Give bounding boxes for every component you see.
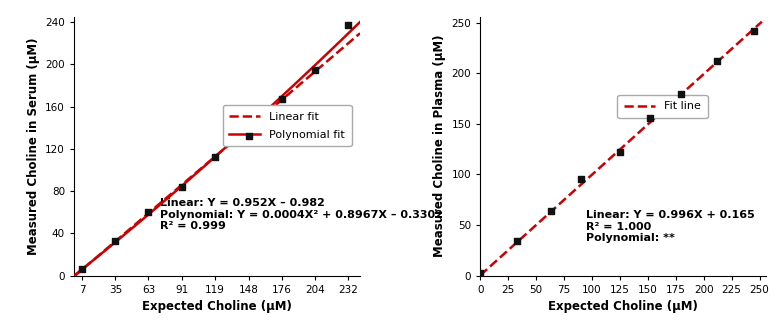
Fit line bbox=[757, 20, 766, 24]
Polynomial fit bbox=[69, 274, 79, 278]
Linear fit bbox=[349, 37, 358, 41]
Point bbox=[243, 133, 255, 139]
Linear fit bbox=[207, 158, 216, 162]
Linear fit bbox=[69, 275, 79, 279]
Point bbox=[76, 266, 89, 272]
Point bbox=[711, 58, 724, 64]
Point bbox=[748, 28, 760, 34]
Line: Polynomial fit: Polynomial fit bbox=[74, 22, 360, 276]
X-axis label: Expected Choline (μM): Expected Choline (μM) bbox=[548, 300, 698, 313]
Linear fit bbox=[356, 31, 365, 35]
Linear fit bbox=[224, 143, 233, 147]
Point bbox=[209, 155, 221, 160]
Line: Fit line: Fit line bbox=[480, 22, 762, 276]
Legend: Linear fit, Polynomial fit: Linear fit, Polynomial fit bbox=[223, 105, 352, 146]
Linear fit bbox=[303, 75, 313, 79]
Polynomial fit bbox=[356, 20, 365, 24]
X-axis label: Expected Choline (μM): Expected Choline (μM) bbox=[142, 300, 292, 313]
Point bbox=[545, 208, 557, 214]
Polynomial fit bbox=[207, 158, 216, 162]
Text: Linear: Y = 0.996X + 0.165
R² = 1.000
Polynomial: **: Linear: Y = 0.996X + 0.165 R² = 1.000 Po… bbox=[587, 210, 755, 243]
Linear fit bbox=[205, 159, 215, 163]
Fit line bbox=[643, 122, 653, 126]
Line: Linear fit: Linear fit bbox=[74, 33, 360, 277]
Fit line bbox=[706, 66, 716, 70]
Fit line bbox=[611, 151, 620, 155]
Polynomial fit bbox=[349, 27, 358, 31]
Point bbox=[275, 96, 288, 102]
Point bbox=[309, 67, 321, 72]
Point bbox=[614, 150, 626, 155]
Fit line bbox=[628, 136, 637, 140]
Fit line bbox=[475, 274, 485, 278]
Point bbox=[175, 184, 187, 190]
Point bbox=[644, 115, 657, 121]
Polynomial fit bbox=[240, 129, 249, 133]
Y-axis label: Measured Choline in Serum (μM): Measured Choline in Serum (μM) bbox=[26, 37, 40, 255]
Text: Linear: Y = 0.952X – 0.982
Polynomial: Y = 0.0004X² + 0.8967X – 0.3302
R² = 0.99: Linear: Y = 0.952X – 0.982 Polynomial: Y… bbox=[160, 198, 443, 231]
Point bbox=[342, 23, 355, 28]
Linear fit bbox=[240, 130, 249, 134]
Fit line bbox=[609, 153, 619, 157]
Legend: Fit line: Fit line bbox=[618, 95, 707, 118]
Point bbox=[474, 271, 486, 276]
Fit line bbox=[751, 26, 760, 30]
Point bbox=[511, 239, 524, 244]
Point bbox=[575, 176, 587, 181]
Point bbox=[142, 209, 155, 215]
Point bbox=[109, 238, 121, 243]
Point bbox=[675, 91, 688, 96]
Polynomial fit bbox=[224, 142, 233, 146]
Y-axis label: Measured Choline in Plasma (μM): Measured Choline in Plasma (μM) bbox=[433, 35, 446, 257]
Polynomial fit bbox=[205, 160, 215, 164]
Polynomial fit bbox=[303, 70, 313, 74]
